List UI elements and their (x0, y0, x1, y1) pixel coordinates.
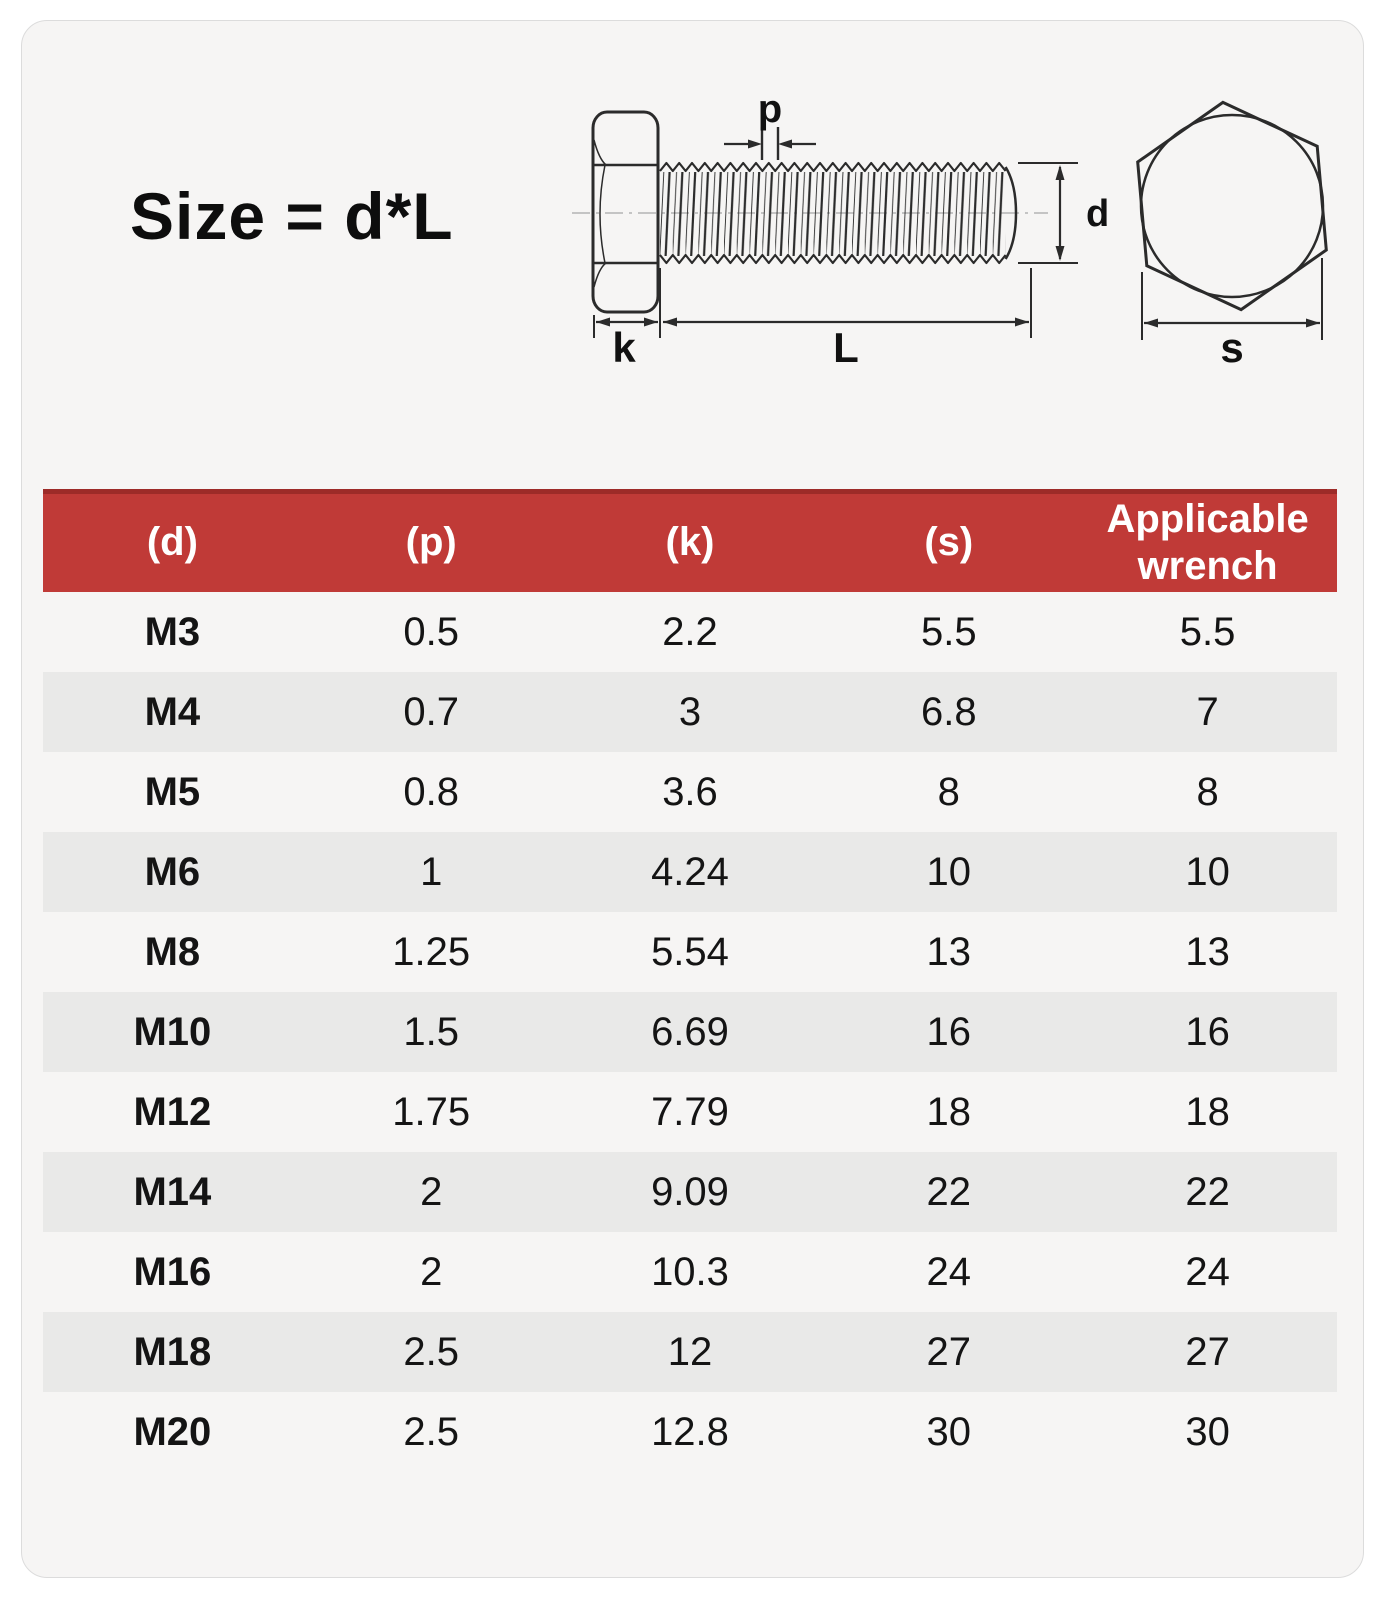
cell-d: M4 (144, 689, 201, 734)
table-row: M4 0.7 3 6.8 7 (43, 672, 1337, 752)
cell-wrench: 18 (1185, 1089, 1230, 1134)
size-formula: Size = d*L (130, 179, 454, 253)
diameter-label: d (1086, 193, 1109, 235)
cell-p: 1.25 (392, 929, 471, 974)
across-flats-dimension (1141, 258, 1323, 340)
table-row: M18 2.5 12 27 27 (43, 1312, 1337, 1392)
cell-p: 2 (420, 1169, 443, 1214)
cell-d: M8 (144, 929, 201, 974)
cell-wrench: 30 (1185, 1409, 1230, 1454)
cell-d: M6 (144, 849, 201, 894)
product-panel (21, 20, 1364, 1578)
head-height-label: k (612, 324, 636, 371)
length-label: L (833, 324, 859, 371)
cell-k: 10.3 (651, 1249, 729, 1294)
cell-k: 9.09 (651, 1169, 729, 1214)
cell-s: 18 (926, 1089, 972, 1134)
cell-s: 8 (937, 769, 960, 814)
cell-k: 7.79 (651, 1089, 729, 1134)
table-row: M3 0.5 2.2 5.5 5.5 (43, 592, 1337, 672)
pitch-dimension (724, 127, 816, 160)
cell-wrench: 16 (1185, 1009, 1230, 1054)
col-header-wrench: Applicable wrench (1078, 489, 1337, 592)
table-row: M8 1.25 5.54 13 13 (43, 912, 1337, 992)
table-row: M10 1.5 6.69 16 16 (43, 992, 1337, 1072)
cell-k: 4.24 (651, 849, 729, 894)
table-row: M12 1.75 7.79 18 18 (43, 1072, 1337, 1152)
cell-k: 3 (678, 689, 702, 734)
bolt-thread (659, 161, 1018, 265)
hex-head-front-view (1136, 100, 1328, 312)
cell-k: 3.6 (662, 769, 718, 814)
length-dimensions (593, 268, 1032, 338)
spec-table: (d) (p) (k) (s) Applicable wrench M3 0.5… (43, 489, 1337, 1472)
col-header-s: (s) (819, 489, 1079, 592)
table-row: M20 2.5 12.8 30 30 (43, 1392, 1337, 1472)
header-row: (d) (p) (k) (s) Applicable wrench (43, 489, 1337, 592)
table-row: M14 2 9.09 22 22 (43, 1152, 1337, 1232)
cell-k: 12 (667, 1329, 713, 1374)
pitch-label: p (758, 87, 782, 131)
cell-s: 5.5 (920, 609, 977, 654)
col-header-p: (p) (301, 489, 561, 592)
table-row: M16 2 10.3 24 24 (43, 1232, 1337, 1312)
cell-d: M16 (133, 1249, 212, 1294)
cell-p: 0.5 (403, 609, 459, 654)
cell-wrench: 24 (1185, 1249, 1230, 1294)
cell-s: 6.8 (920, 689, 977, 734)
cell-d: M14 (133, 1169, 212, 1214)
cell-d: M3 (144, 609, 201, 654)
cell-k: 12.8 (651, 1409, 729, 1454)
table-row: M6 1 4.24 10 10 (43, 832, 1337, 912)
cell-wrench: 7 (1196, 689, 1219, 734)
cell-wrench: 8 (1196, 769, 1219, 814)
cell-k: 6.69 (651, 1009, 729, 1054)
cell-p: 1.75 (392, 1089, 471, 1134)
cell-p: 2 (420, 1249, 443, 1294)
cell-p: 0.7 (403, 689, 459, 734)
table-row: M5 0.8 3.6 8 8 (43, 752, 1337, 832)
cell-p: 1.5 (403, 1009, 459, 1054)
cell-wrench: 5.5 (1179, 609, 1236, 654)
cell-d: M5 (144, 769, 201, 814)
cell-p: 2.5 (403, 1329, 459, 1374)
cell-k: 5.54 (651, 929, 729, 974)
cell-wrench: 27 (1185, 1329, 1230, 1374)
cell-p: 1 (420, 849, 443, 894)
cell-wrench: 10 (1185, 849, 1230, 894)
diameter-dimension (1018, 162, 1078, 264)
cell-d: M10 (133, 1009, 212, 1054)
cell-p: 0.8 (403, 769, 459, 814)
cell-d: M18 (133, 1329, 212, 1374)
across-flats-label: s (1220, 324, 1243, 371)
cell-s: 13 (926, 929, 972, 974)
cell-d: M20 (133, 1409, 212, 1454)
cell-s: 10 (926, 849, 972, 894)
cell-d: M12 (133, 1089, 212, 1134)
cell-wrench: 22 (1185, 1169, 1230, 1214)
cell-s: 27 (926, 1329, 972, 1374)
cell-s: 30 (926, 1409, 972, 1454)
cell-s: 16 (926, 1009, 972, 1054)
bolt-diagram: p d k L s (572, 87, 1328, 371)
col-header-d: (d) (43, 489, 302, 592)
bolt-head-side-view (591, 110, 660, 314)
cell-p: 2.5 (403, 1409, 459, 1454)
cell-wrench: 13 (1185, 929, 1230, 974)
cell-s: 24 (926, 1249, 972, 1294)
col-header-k: (k) (560, 489, 820, 592)
cell-s: 22 (926, 1169, 972, 1214)
cell-k: 2.2 (662, 609, 718, 654)
